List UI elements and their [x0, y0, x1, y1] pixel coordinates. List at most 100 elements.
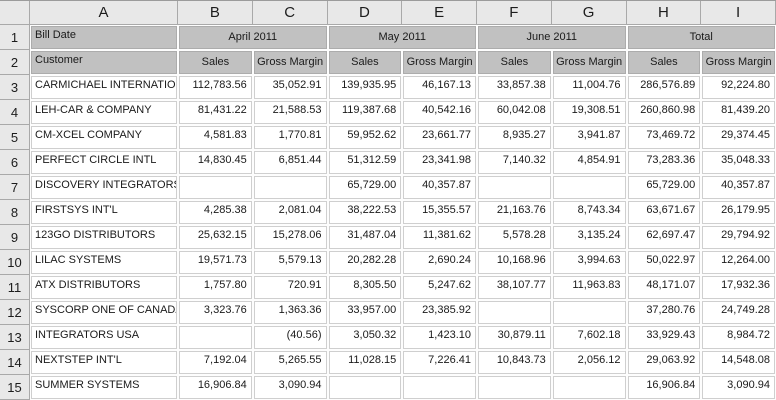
pivot-group-header[interactable]: June 2011	[478, 26, 626, 49]
pivot-subheader[interactable]: Sales	[627, 51, 701, 74]
value-cell[interactable]: 73,469.72	[627, 126, 701, 149]
row-header-10[interactable]: 10	[0, 250, 30, 275]
column-header-d[interactable]: D	[327, 1, 403, 25]
value-cell[interactable]: 35,052.91	[253, 76, 327, 99]
value-cell[interactable]: 19,308.51	[552, 101, 626, 124]
value-cell[interactable]: 48,171.07	[627, 276, 701, 299]
value-cell[interactable]: 23,341.98	[403, 151, 476, 174]
value-cell[interactable]: 4,285.38	[179, 201, 252, 224]
customer-cell[interactable]: DISCOVERY INTEGRATORS	[31, 176, 177, 199]
pivot-subheader[interactable]: Sales	[478, 51, 551, 74]
value-cell[interactable]: 29,374.45	[702, 126, 775, 149]
row-header-6[interactable]: 6	[0, 150, 30, 175]
value-cell[interactable]: 1,770.81	[253, 126, 327, 149]
value-cell[interactable]: 8,743.34	[552, 201, 626, 224]
value-cell[interactable]: 35,048.33	[702, 151, 775, 174]
value-cell[interactable]: 51,312.59	[328, 151, 402, 174]
customer-cell[interactable]: CM-XCEL COMPANY	[31, 126, 177, 149]
row-header-13[interactable]: 13	[0, 325, 30, 350]
value-cell[interactable]: 81,431.22	[179, 101, 252, 124]
customer-cell[interactable]: ATX DISTRIBUTORS	[31, 276, 177, 299]
value-cell[interactable]: 14,548.08	[702, 351, 775, 374]
value-cell[interactable]	[552, 176, 626, 199]
column-header-c[interactable]: C	[252, 1, 328, 25]
value-cell[interactable]: 59,952.62	[328, 126, 402, 149]
value-cell[interactable]: 65,729.00	[328, 176, 402, 199]
value-cell[interactable]: 60,042.08	[478, 101, 551, 124]
value-cell[interactable]: 3,090.94	[253, 376, 327, 399]
value-cell[interactable]: 4,581.83	[179, 126, 252, 149]
row-header-9[interactable]: 9	[0, 225, 30, 250]
pivot-subheader[interactable]: Sales	[179, 51, 252, 74]
row-header-7[interactable]: 7	[0, 175, 30, 200]
value-cell[interactable]	[179, 326, 252, 349]
row-header-15[interactable]: 15	[0, 375, 30, 400]
value-cell[interactable]: 29,063.92	[627, 351, 701, 374]
value-cell[interactable]: 38,222.53	[328, 201, 402, 224]
value-cell[interactable]: 3,941.87	[552, 126, 626, 149]
value-cell[interactable]: 37,280.76	[627, 301, 701, 324]
pivot-subheader[interactable]: Gross Margin	[702, 51, 775, 74]
value-cell[interactable]: 24,749.28	[702, 301, 775, 324]
value-cell[interactable]: 30,879.11	[478, 326, 551, 349]
value-cell[interactable]	[552, 301, 626, 324]
pivot-subheader[interactable]: Gross Margin	[552, 51, 626, 74]
value-cell[interactable]: 4,854.91	[552, 151, 626, 174]
row-header-1[interactable]: 1	[0, 25, 30, 50]
column-header-f[interactable]: F	[477, 1, 552, 25]
pivot-group-header[interactable]: April 2011	[179, 26, 327, 49]
value-cell[interactable]	[478, 301, 551, 324]
value-cell[interactable]	[179, 176, 252, 199]
value-cell[interactable]: 7,140.32	[478, 151, 551, 174]
value-cell[interactable]: 8,305.50	[328, 276, 402, 299]
value-cell[interactable]: 40,357.87	[403, 176, 476, 199]
value-cell[interactable]: 7,192.04	[179, 351, 252, 374]
value-cell[interactable]: 5,579.13	[253, 251, 327, 274]
value-cell[interactable]	[253, 176, 327, 199]
value-cell[interactable]: 10,843.73	[478, 351, 551, 374]
customer-cell[interactable]: 123GO DISTRIBUTORS	[31, 226, 177, 249]
customer-cell[interactable]: FIRSTSYS INT'L	[31, 201, 177, 224]
value-cell[interactable]: 2,690.24	[403, 251, 476, 274]
value-cell[interactable]: 31,487.04	[328, 226, 402, 249]
row-header-3[interactable]: 3	[0, 75, 30, 100]
value-cell[interactable]: 5,578.28	[478, 226, 551, 249]
value-cell[interactable]: 21,588.53	[253, 101, 327, 124]
value-cell[interactable]: 2,056.12	[552, 351, 626, 374]
value-cell[interactable]: 21,163.76	[478, 201, 551, 224]
customer-cell[interactable]: LILAC SYSTEMS	[31, 251, 177, 274]
value-cell[interactable]: 2,081.04	[253, 201, 327, 224]
column-header-i[interactable]: I	[701, 1, 776, 25]
value-cell[interactable]: 12,264.00	[702, 251, 775, 274]
value-cell[interactable]: 14,830.45	[179, 151, 252, 174]
value-cell[interactable]: 5,247.62	[403, 276, 476, 299]
value-cell[interactable]: 40,357.87	[702, 176, 775, 199]
value-cell[interactable]: 286,576.89	[627, 76, 701, 99]
value-cell[interactable]: 7,226.41	[403, 351, 476, 374]
pivot-subheader[interactable]: Sales	[328, 51, 402, 74]
value-cell[interactable]: 25,632.15	[179, 226, 252, 249]
column-header-g[interactable]: G	[551, 1, 627, 25]
value-cell[interactable]: 33,857.38	[478, 76, 551, 99]
value-cell[interactable]: 40,542.16	[403, 101, 476, 124]
value-cell[interactable]	[478, 176, 551, 199]
customer-cell[interactable]: SUMMER SYSTEMS	[31, 376, 177, 399]
value-cell[interactable]: 50,022.97	[627, 251, 701, 274]
value-cell[interactable]: 5,265.55	[253, 351, 327, 374]
column-header-b[interactable]: B	[178, 1, 253, 25]
pivot-subheader[interactable]: Gross Margin	[403, 51, 476, 74]
value-cell[interactable]: 720.91	[253, 276, 327, 299]
value-cell[interactable]: 11,963.83	[552, 276, 626, 299]
pivot-subheader[interactable]: Gross Margin	[253, 51, 327, 74]
value-cell[interactable]: 3,323.76	[179, 301, 252, 324]
value-cell[interactable]	[552, 376, 626, 399]
value-cell[interactable]: 11,381.62	[403, 226, 476, 249]
row-header-5[interactable]: 5	[0, 125, 30, 150]
value-cell[interactable]: 3,090.94	[702, 376, 775, 399]
customer-cell[interactable]: INTEGRATORS USA	[31, 326, 177, 349]
value-cell[interactable]: 119,387.68	[328, 101, 402, 124]
value-cell[interactable]: 16,906.84	[179, 376, 252, 399]
customer-cell[interactable]: LEH-CAR & COMPANY	[31, 101, 177, 124]
value-cell[interactable]: 6,851.44	[253, 151, 327, 174]
value-cell[interactable]	[478, 376, 551, 399]
